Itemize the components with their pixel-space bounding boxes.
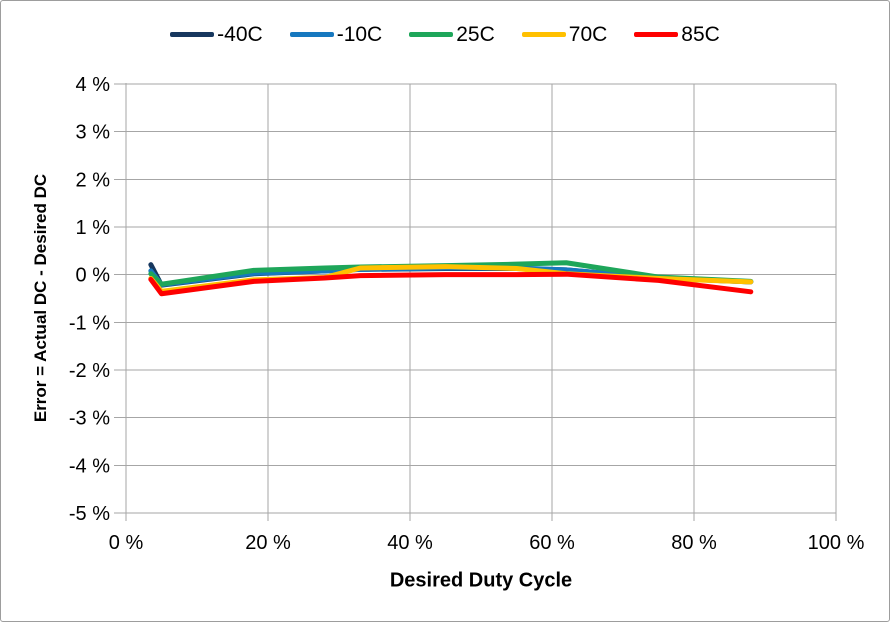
x-tick-label: 60 % <box>529 532 575 554</box>
x-axis-title: Desired Duty Cycle <box>389 569 573 592</box>
y-tick-label: -3 % <box>69 408 110 430</box>
y-tick-label: 4 % <box>76 74 111 96</box>
y-tick-label: 0 % <box>76 265 111 287</box>
legend-label: -40C <box>217 22 263 46</box>
legend-label: 85C <box>681 22 720 46</box>
legend-label: 25C <box>456 22 495 46</box>
x-tick-label: 40 % <box>387 532 433 554</box>
legend-item-70C: 70C <box>521 22 608 46</box>
y-tick-label: -2 % <box>69 360 110 382</box>
y-tick-label: 2 % <box>76 169 111 191</box>
series-line-85C <box>148 271 754 297</box>
x-tick-label: 20 % <box>245 532 291 554</box>
legend-label: -10C <box>336 22 383 46</box>
legend-label: 70C <box>568 22 608 46</box>
y-tick-label: -4 % <box>69 455 110 477</box>
legend-item--10C: -10C <box>289 22 383 46</box>
legend-swatch-icon <box>521 31 566 37</box>
axes <box>114 83 837 521</box>
x-tick-label: 0 % <box>109 532 144 554</box>
legend-item--40C: -40C <box>170 24 263 45</box>
gridlines <box>126 83 837 513</box>
series-lines <box>148 260 754 297</box>
legend-swatch-icon <box>170 31 215 37</box>
legend-item-85C: 85C <box>634 24 720 45</box>
y-tick-label: -1 % <box>69 312 110 334</box>
legend-swatch-icon <box>634 31 679 37</box>
y-tick-label: 1 % <box>76 217 111 239</box>
y-tick-label: 3 % <box>76 122 111 144</box>
legend-item-25C: 25C <box>409 24 495 45</box>
y-tick-label: -5 % <box>69 503 110 525</box>
x-tick-label: 100 % <box>808 532 865 554</box>
chart-legend: -40C -10C 25C 70C 85C <box>1 18 889 50</box>
legend-swatch-icon <box>409 31 454 37</box>
tick-labels: 4 % 3 % 2 % 1 % 0 % -1 % -2 % -3 % -4 % -5 % 0 % 20… <box>69 74 865 554</box>
legend-swatch-icon <box>289 31 334 37</box>
y-axis-title: Error = Actual DC - Desired DC <box>31 173 50 423</box>
x-tick-label: 80 % <box>671 532 717 554</box>
